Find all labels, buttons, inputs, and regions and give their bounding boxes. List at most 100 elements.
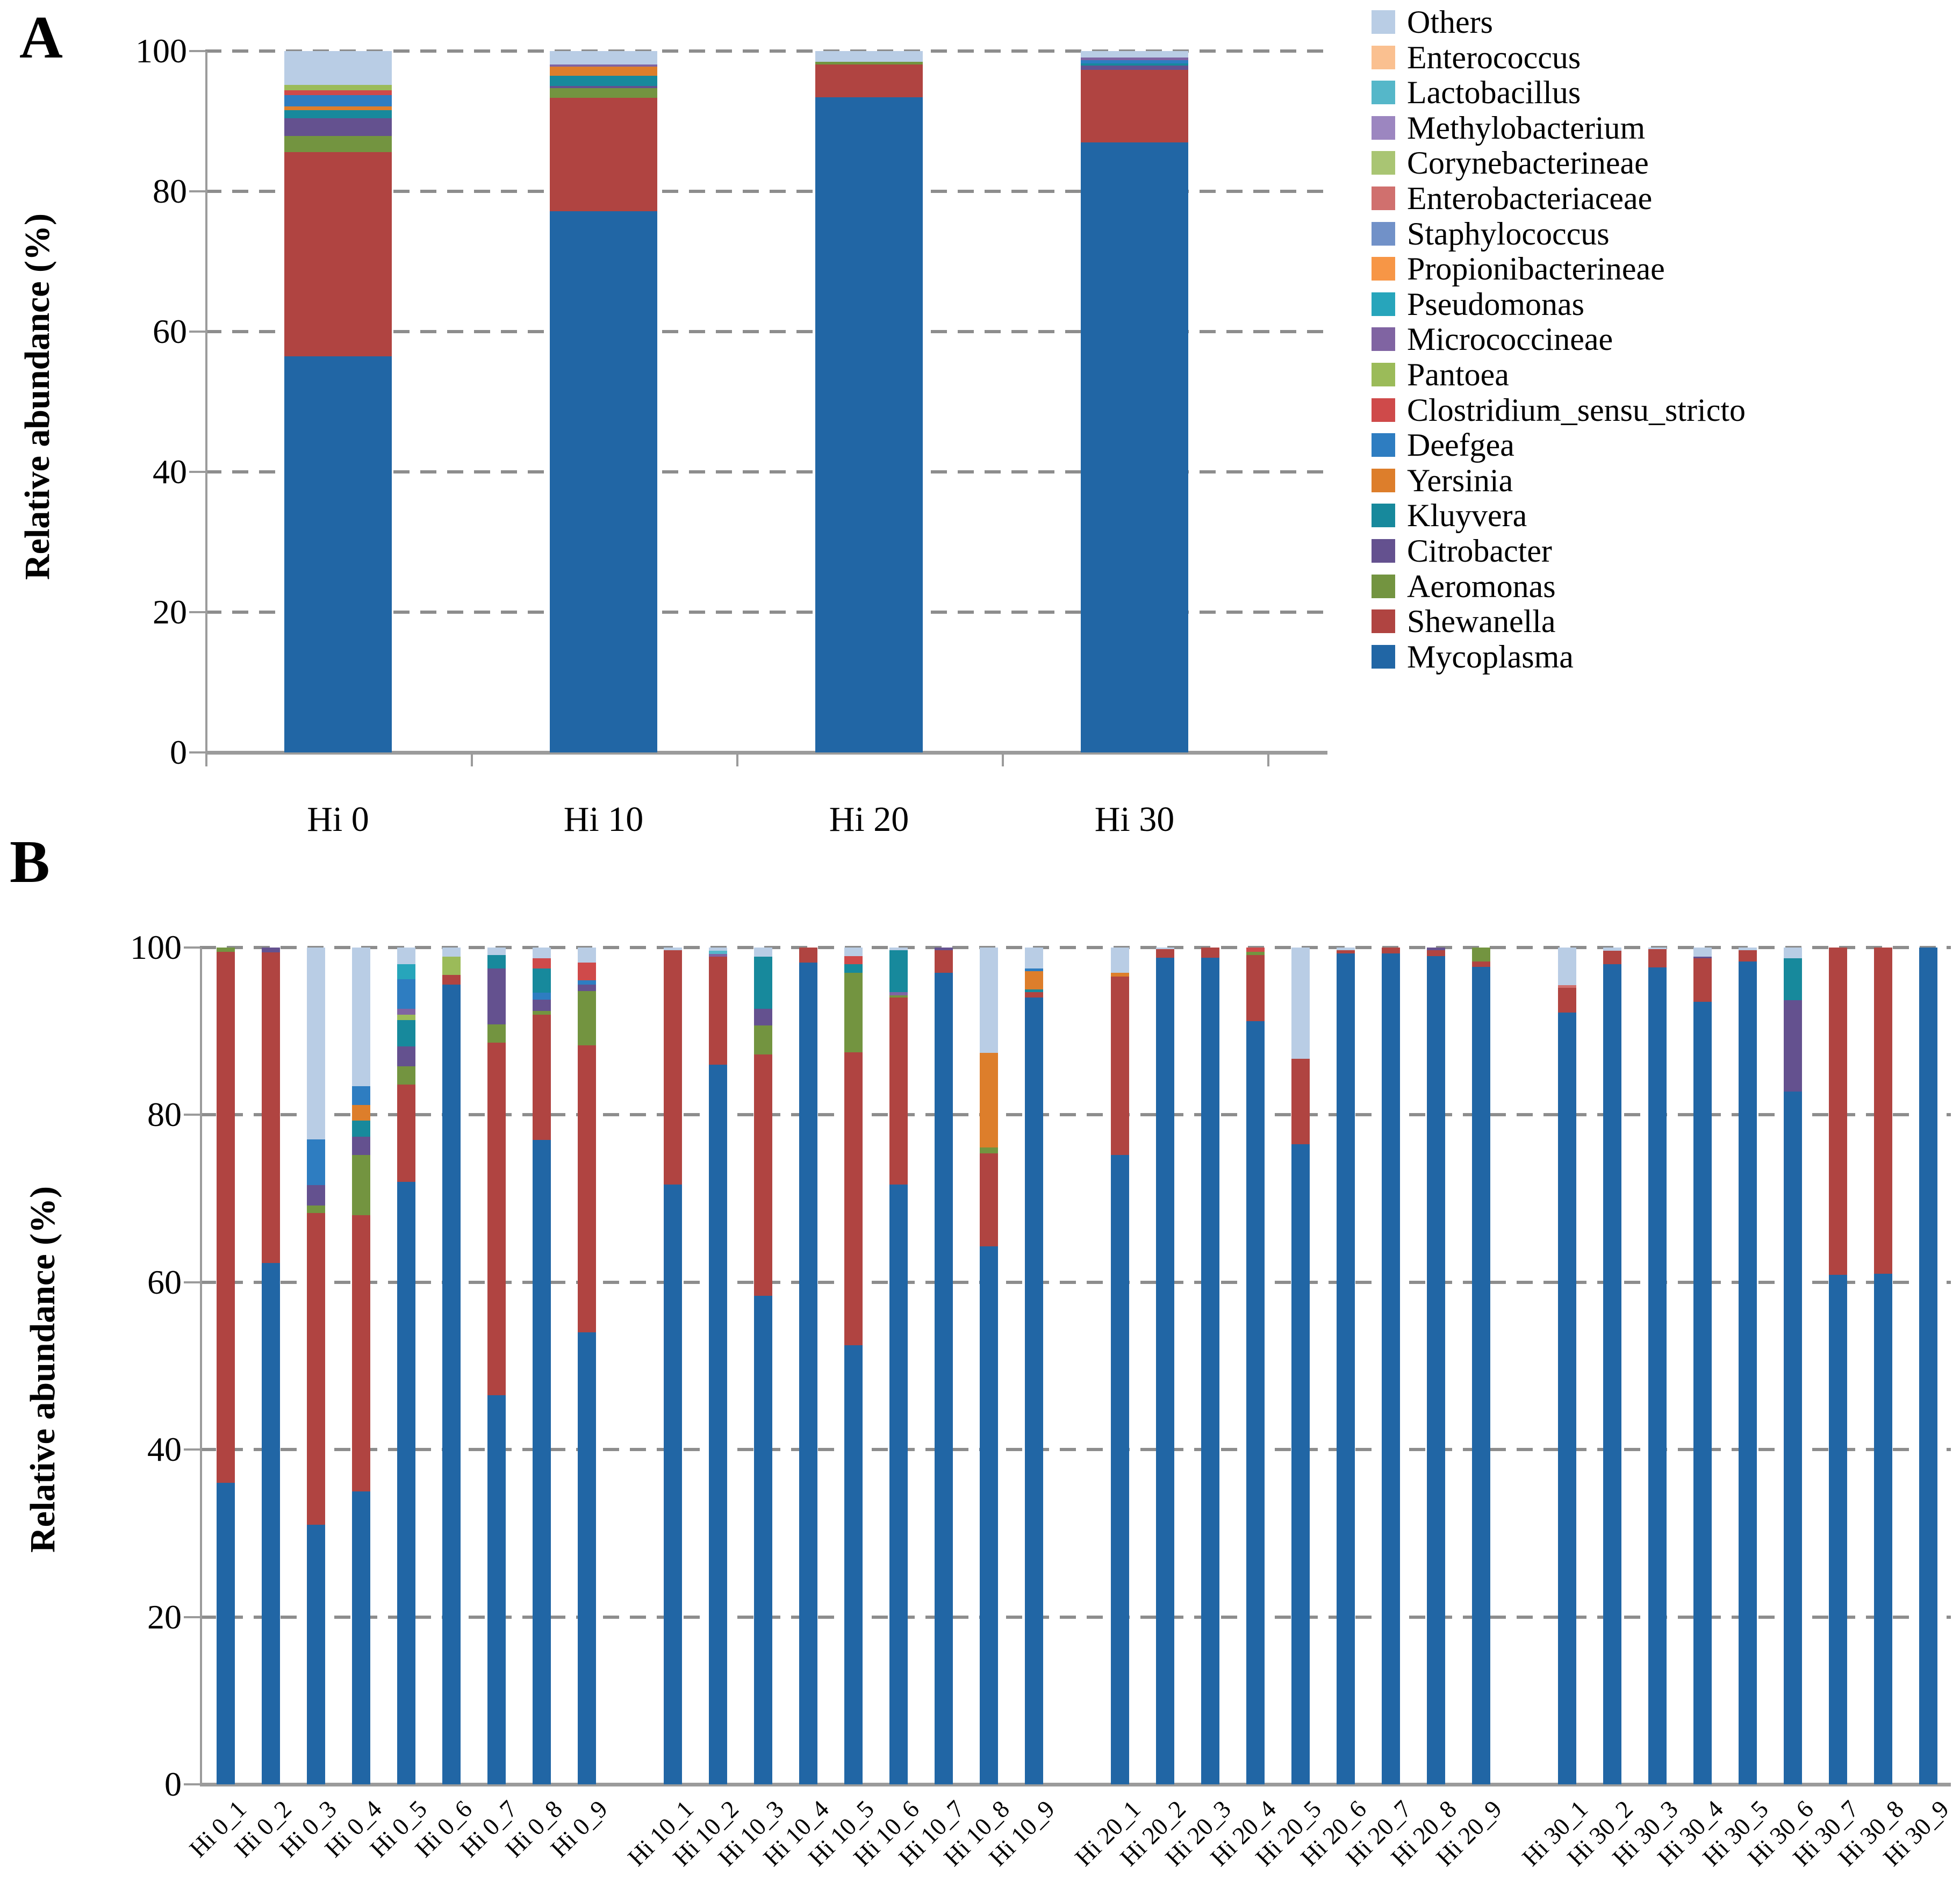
bar-segment-Hi-0_3-Aeromonas [307, 1205, 325, 1213]
legend-swatch-icon [1372, 363, 1395, 386]
x-tick-mark [736, 752, 738, 766]
bar-segment-Hi-10_3-Kluyvera [754, 957, 772, 1009]
bar-segment-Hi-20_5-Shewanella [1291, 1059, 1310, 1144]
bar-segment-Hi-0_6-Others [442, 948, 461, 957]
bar-segment-Hi-10_9-Deefgea [1025, 968, 1043, 971]
bar-segment-Hi-0_4-Yersinia [352, 1104, 370, 1121]
bar-segment-Hi-10_8-Others [980, 948, 998, 1053]
bar-segment-Hi-20_8-Shewanella [1427, 950, 1445, 956]
x-category-label: Hi 10 [563, 800, 644, 839]
bar-segment-Hi-10-Others [550, 51, 657, 64]
bar-segment-Hi-0_5-Citrobacter [397, 1046, 415, 1067]
bar-segment-Hi-10_6-Others [889, 948, 908, 950]
bar-segment-Hi-0_4-Deefgea [352, 1086, 370, 1105]
bar-segment-Hi-20-Aeromonas [815, 61, 923, 64]
bar-segment-Hi-0_9-Clostridium_sensu_stricto [578, 963, 596, 980]
bar-segment-Hi-0_6-Shewanella [442, 975, 461, 985]
legend-label: Deefgea [1407, 427, 1514, 463]
bar-segment-Hi-30_6-Kluyvera [1784, 958, 1802, 1001]
legend-label: Lactobacillus [1407, 75, 1581, 111]
bar-segment-Hi-10_6-Kluyvera [889, 950, 908, 992]
bar-segment-Hi-0_2-Citrobacter [262, 948, 280, 953]
bar-segment-Hi-20-Shewanella [815, 64, 923, 98]
bar-segment-Hi-30_9-Mycoplasma [1919, 948, 1937, 1784]
y-tick-label-100: 100 [130, 928, 182, 966]
y-tick-label-80: 80 [147, 1095, 182, 1134]
bar-segment-Hi-0_4-Citrobacter [352, 1136, 370, 1156]
y-tick-label-40: 40 [147, 1430, 182, 1469]
bar-segment-Hi-0_3-Deefgea [307, 1139, 325, 1186]
bar-segment-Hi-10-Kluyvera [550, 75, 657, 87]
bar-segment-Hi-30_2-Others [1603, 948, 1621, 951]
bar-segment-Hi-20_1-Others [1111, 948, 1129, 973]
legend-label: Staphylococcus [1407, 216, 1610, 252]
y-axis-line [200, 948, 202, 1784]
gridline-100 [200, 946, 1951, 949]
x-tick-mark [205, 752, 207, 766]
y-tick-mark [184, 1114, 200, 1116]
legend-swatch-icon [1372, 186, 1395, 210]
bar-segment-Hi-0_8-Clostridium_sensu_stricto [533, 958, 551, 968]
y-tick-label-100: 100 [135, 32, 187, 70]
bar-segment-Hi-10_4-Shewanella [799, 948, 817, 963]
bar-segment-Hi-30_2-Shewanella [1603, 951, 1621, 965]
bar-segment-Hi-30_7-Mycoplasma [1829, 1274, 1847, 1784]
bar-segment-Hi-0-Clostridium_sensu_stricto [284, 90, 392, 96]
legend-label: Corynebacterineae [1407, 145, 1649, 181]
y-tick-mark [184, 1616, 200, 1618]
legend-item-Pantoea: Pantoea [1372, 357, 1509, 392]
legend-swatch-icon [1372, 539, 1395, 563]
bar-segment-Hi-30-Mycoplasma [1081, 142, 1188, 752]
legend-item-Deefgea: Deefgea [1372, 427, 1514, 463]
bar-segment-Hi-0_9-Mycoplasma [578, 1332, 596, 1784]
bar-segment-Hi-20_9-Mycoplasma [1472, 966, 1490, 1784]
bar-segment-Hi-30_5-Shewanella [1739, 950, 1757, 962]
legend-item-Mycoplasma: Mycoplasma [1372, 639, 1574, 674]
bar-segment-Hi-20_4-Clostridium_sensu_stricto [1246, 948, 1265, 952]
bar-segment-Hi-0_5-Shewanella [397, 1085, 415, 1182]
bar-segment-Hi-0_9-Citrobacter [578, 984, 596, 991]
bar-segment-Hi-10_1-Shewanella [664, 950, 682, 1185]
bar-segment-Hi-0_8-Others [533, 948, 551, 959]
legend-swatch-icon [1372, 151, 1395, 175]
bar-segment-Hi-10_5-Mycoplasma [844, 1345, 863, 1784]
y-tick-mark [184, 1281, 200, 1283]
bar-segment-Hi-10_3-Aeromonas [754, 1025, 772, 1055]
gridline-80 [200, 1113, 1951, 1117]
bar-segment-Hi-10_5-Aeromonas [844, 972, 863, 1052]
y-tick-label-0: 0 [164, 1765, 182, 1803]
bar-segment-Hi-30-Kluyvera [1081, 63, 1188, 66]
bar-segment-Hi-10_6-Shewanella [889, 998, 908, 1185]
bar-segment-Hi-10_9-Mycoplasma [1025, 998, 1043, 1784]
bar-segment-Hi-0_4-Mycoplasma [352, 1491, 370, 1784]
bar-segment-Hi-0_1-Mycoplasma [217, 1483, 235, 1784]
y-tick-label-40: 40 [153, 453, 187, 491]
bar-segment-Hi-10_7-Shewanella [935, 950, 953, 973]
gridline-40 [205, 470, 1327, 473]
bar-segment-Hi-30_4-Shewanella [1693, 958, 1712, 1002]
y-tick-mark [189, 190, 205, 192]
bar-segment-Hi-30-Citrobacter [1081, 66, 1188, 70]
legend-swatch-icon [1372, 433, 1395, 457]
legend-item-Citrobacter: Citrobacter [1372, 533, 1552, 569]
bar-segment-Hi-0_3-Mycoplasma [307, 1525, 325, 1784]
bar-segment-Hi-20_4-Aeromonas [1246, 951, 1265, 955]
bar-segment-Hi-30-Others [1081, 51, 1188, 58]
bar-segment-Hi-10_8-Shewanella [980, 1153, 998, 1246]
bar-segment-Hi-20_7-Shewanella [1382, 948, 1400, 953]
y-tick-label-20: 20 [153, 593, 187, 631]
bar-segment-Hi-20_7-Mycoplasma [1382, 953, 1400, 1784]
bar-segment-Hi-10_2-Micrococcineae [709, 954, 727, 957]
y-tick-mark [189, 50, 205, 52]
bar-segment-Hi-0-Aeromonas [284, 135, 392, 152]
bar-segment-Hi-10_6-Aeromonas [889, 995, 908, 998]
bar-segment-Hi-10_8-Aeromonas [980, 1147, 998, 1153]
bar-segment-Hi-10_3-Mycoplasma [754, 1295, 772, 1784]
bar-segment-Hi-0_5-Kluyvera [397, 1020, 415, 1046]
bar-segment-Hi-0_5-Others [397, 948, 415, 965]
bar-segment-Hi-10-Yersinia [550, 66, 657, 76]
legend-label: Clostridium_sensu_stricto [1407, 392, 1746, 428]
x-category-label: Hi 20 [829, 800, 909, 839]
bar-segment-Hi-30_1-Shewanella [1558, 987, 1576, 1013]
legend-swatch-icon [1372, 116, 1395, 140]
